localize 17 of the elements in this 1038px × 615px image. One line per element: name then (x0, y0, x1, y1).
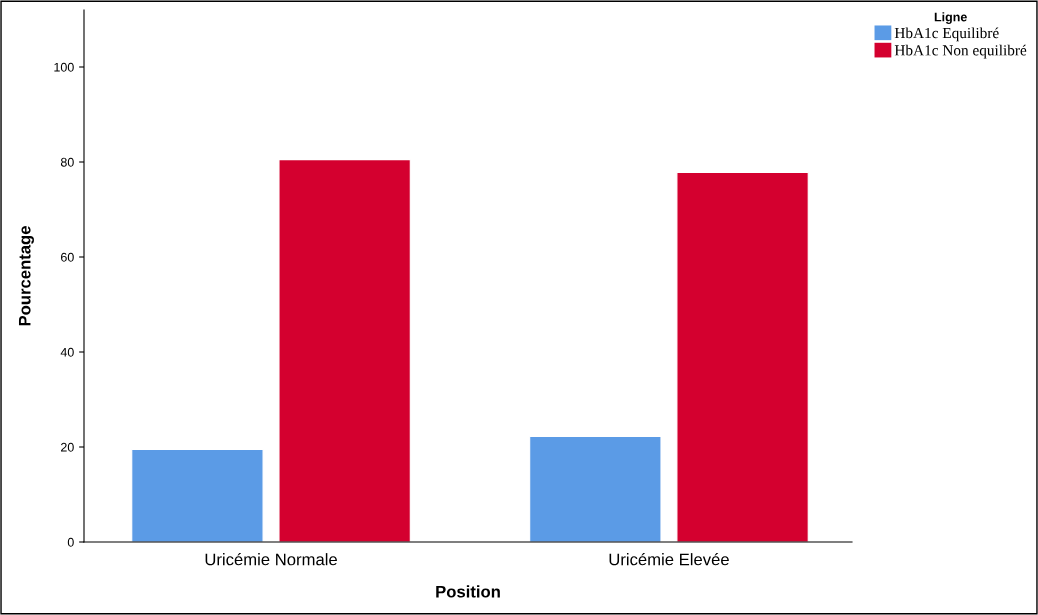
y-tick-label: 100 (54, 62, 74, 72)
x-tick-label: Uricémie Normale (205, 552, 337, 566)
y-tick-label: 80 (60, 157, 74, 167)
y-tick-label: 20 (61, 442, 74, 452)
legend-label: HbA1c Non equilibré (894, 44, 1027, 59)
y-tick-label: 40 (60, 347, 74, 357)
legend-title: Ligne (934, 12, 967, 24)
bar (676, 171, 809, 542)
bar (529, 435, 662, 542)
bar (131, 448, 264, 542)
x-tick-label: Uricémie Elevée (609, 552, 729, 566)
bar (278, 159, 411, 542)
y-tick-label: 60 (61, 252, 74, 262)
y-tick-label: 0 (67, 537, 74, 547)
x-axis-title: Position (436, 585, 500, 598)
y-axis-title: Pourcentage (18, 226, 34, 326)
legend-label: HbA1c Equilibré (894, 27, 999, 42)
